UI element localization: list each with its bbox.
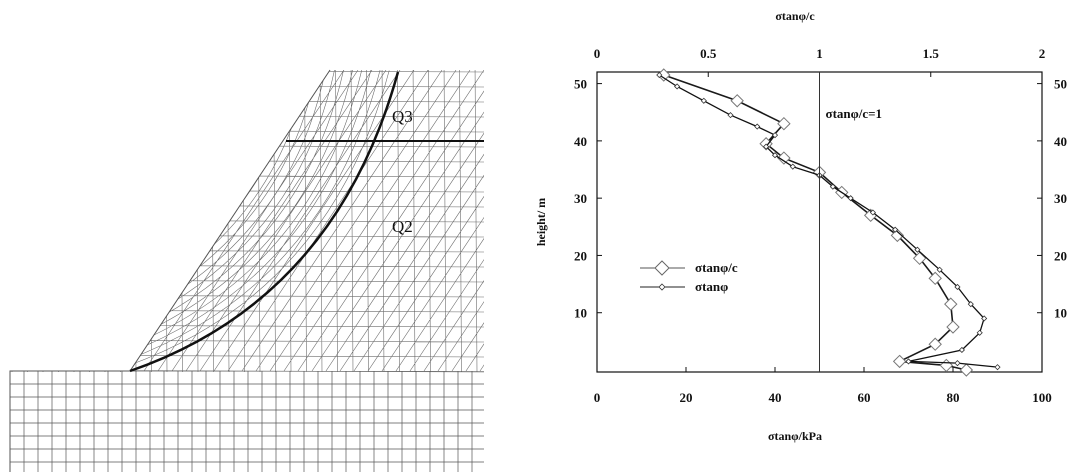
right-tick-label: 20 bbox=[1054, 248, 1067, 263]
data-point-marker bbox=[958, 346, 965, 354]
data-point-marker bbox=[730, 94, 744, 108]
legend-label: σtanφ bbox=[695, 279, 728, 294]
legend-entry-sigma-tan-phi-over-c: σtanφ/c bbox=[640, 260, 738, 276]
data-point-marker bbox=[727, 112, 734, 119]
series-line bbox=[663, 74, 967, 371]
data-point-marker bbox=[946, 320, 960, 334]
mesh-lines bbox=[10, 70, 484, 373]
region-label-q3: Q3 bbox=[392, 107, 413, 126]
top-tick-label: 2 bbox=[1039, 46, 1046, 61]
series-sigma-tan-phi bbox=[656, 71, 1001, 371]
bottom-tick-label: 40 bbox=[769, 390, 782, 405]
data-point-marker bbox=[829, 183, 836, 190]
data-point-marker bbox=[869, 209, 876, 216]
slope-mesh-panel: Q3 Q2 bbox=[9, 69, 484, 472]
legend: σtanφ/c σtanφ bbox=[640, 260, 738, 294]
reference-line-label: σtanφ/c=1 bbox=[826, 106, 883, 121]
data-point-marker bbox=[771, 132, 779, 139]
data-point-marker bbox=[912, 251, 927, 266]
data-point-marker bbox=[700, 97, 707, 104]
legend-entry-sigma-tan-phi: σtanφ bbox=[640, 279, 728, 294]
data-point-marker bbox=[928, 337, 942, 351]
right-tick-label: 10 bbox=[1054, 306, 1067, 321]
right-tick-label: 50 bbox=[1054, 77, 1067, 92]
bottom-tick-label: 20 bbox=[680, 390, 693, 405]
right-tick-label: 30 bbox=[1054, 191, 1067, 206]
slope-outline bbox=[9, 69, 331, 472]
data-point-marker bbox=[763, 143, 770, 150]
data-point-marker bbox=[789, 163, 796, 170]
series-sigma-tan-phi-over-c bbox=[657, 68, 974, 377]
data-point-marker bbox=[936, 266, 943, 273]
data-point-marker bbox=[656, 71, 663, 79]
top-tick-label: 1 bbox=[816, 46, 823, 61]
left-tick-label: 10 bbox=[574, 306, 587, 321]
series-line bbox=[658, 74, 998, 368]
data-point-marker bbox=[959, 363, 974, 377]
data-point-marker bbox=[754, 123, 761, 130]
data-point-marker bbox=[777, 116, 791, 131]
right-tick-label: 40 bbox=[1054, 134, 1067, 149]
data-point-marker bbox=[939, 358, 954, 373]
data-point-marker bbox=[777, 151, 791, 165]
bottom-tick-label: 80 bbox=[947, 390, 960, 405]
legend-swatch-diamond bbox=[654, 260, 670, 276]
legend-label: σtanφ/c bbox=[695, 260, 738, 275]
data-point-marker bbox=[847, 195, 854, 202]
data-point-marker bbox=[914, 246, 921, 253]
data-point-marker bbox=[905, 358, 912, 365]
mesh-lines bbox=[10, 371, 484, 472]
legend-swatch-diamond bbox=[658, 283, 666, 291]
data-point-marker bbox=[976, 329, 983, 336]
bottom-axis-title: σtanφ/kPa bbox=[768, 429, 822, 443]
top-tick-label: 1.5 bbox=[923, 46, 940, 61]
data-point-marker bbox=[944, 297, 958, 311]
left-tick-label: 50 bbox=[574, 77, 587, 92]
region-label-q2: Q2 bbox=[392, 217, 413, 236]
data-point-marker bbox=[967, 301, 974, 308]
slip-surface-arc bbox=[129, 71, 400, 373]
bottom-tick-label: 100 bbox=[1032, 390, 1052, 405]
axis-ticks: 0 20 40 60 80 100 0 0.5 1 1.5 2 10 10 20 20 30 30 40 40 50 5… bbox=[574, 46, 1067, 405]
y-axis-title: height/ m bbox=[534, 198, 548, 246]
series-layer bbox=[656, 68, 1001, 377]
data-point-marker bbox=[892, 226, 899, 233]
top-tick-label: 0.5 bbox=[700, 46, 717, 61]
data-point-marker bbox=[674, 83, 681, 90]
data-point-marker bbox=[890, 228, 905, 243]
left-tick-label: 20 bbox=[574, 248, 587, 263]
data-point-marker bbox=[771, 152, 779, 159]
top-tick-label: 0 bbox=[594, 46, 601, 61]
data-point-marker bbox=[928, 271, 942, 286]
slope-mesh-grid bbox=[10, 70, 484, 373]
bottom-tick-label: 60 bbox=[858, 390, 871, 405]
left-tick-label: 40 bbox=[574, 134, 587, 149]
data-point-marker bbox=[954, 360, 961, 367]
data-point-marker bbox=[954, 283, 961, 291]
data-point-marker bbox=[994, 364, 1001, 371]
data-point-marker bbox=[892, 354, 907, 369]
bottom-tick-label: 0 bbox=[594, 390, 601, 405]
top-axis-title: σtanφ/c bbox=[775, 9, 815, 23]
left-tick-label: 30 bbox=[574, 191, 587, 206]
stress-height-chart: 0 20 40 60 80 100 0 0.5 1 1.5 2 10 10 20 20 30 30 40 40 50 5… bbox=[534, 9, 1067, 443]
data-point-marker bbox=[981, 315, 988, 322]
foundation-mesh-grid bbox=[10, 371, 484, 472]
